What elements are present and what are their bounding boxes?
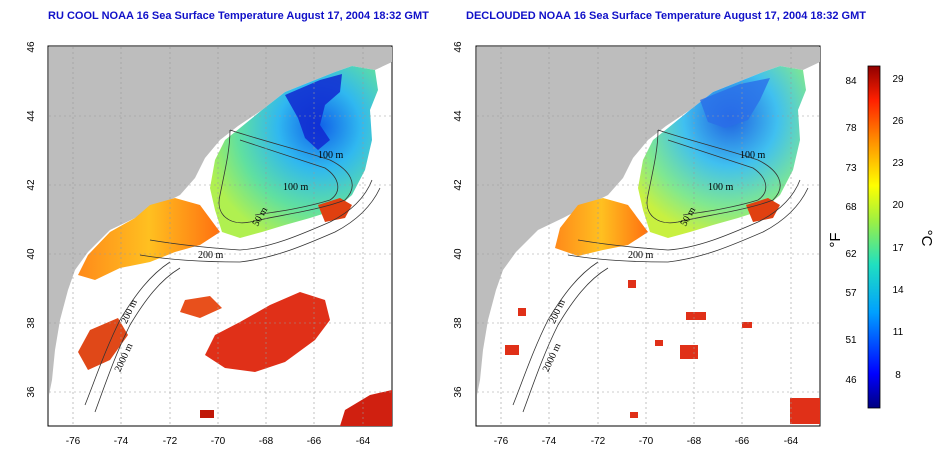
left-x-tick-label: -66 — [307, 436, 322, 447]
right-gridlines — [477, 47, 819, 425]
celsius-tick-label: 11 — [893, 327, 904, 338]
fahrenheit-tick-label: 84 — [845, 76, 857, 87]
fahrenheit-tick-label: 62 — [845, 249, 857, 260]
right-scattered-warm-patches — [505, 280, 820, 424]
right-y-tick-label: 38 — [453, 317, 464, 329]
fahrenheit-tick-label: 78 — [845, 123, 857, 134]
right-map-panel: 100 m 100 m 50 m 200 m 200 m 2000 m -76 … — [453, 41, 821, 447]
right-x-tick-label: -74 — [542, 436, 557, 447]
right-x-tick-label: -70 — [639, 436, 654, 447]
left-map-panel: 100 m 100 m 50 m 200 m 200 m 2000 m -76 … — [26, 41, 393, 447]
celsius-tick-label: 8 — [895, 370, 901, 381]
right-land — [477, 47, 820, 395]
celsius-unit-label: °C — [918, 230, 935, 247]
left-y-tick-label: 38 — [26, 317, 37, 329]
left-small-patch — [200, 410, 214, 418]
right-contour-label-200m-a: 200 m — [628, 250, 654, 261]
right-x-tick-label: -68 — [687, 436, 702, 447]
right-y-tick-label: 46 — [453, 41, 464, 53]
right-shelf-red-edge — [746, 198, 780, 222]
right-map-title: DECLOUDED NOAA 16 Sea Surface Temperatur… — [466, 10, 866, 22]
colorbar-fahrenheit-scale: 84 78 73 68 62 57 51 46 — [845, 76, 857, 386]
right-y-tick-label: 44 — [453, 110, 464, 122]
left-contour-label-100m-b: 100 m — [283, 182, 309, 193]
left-x-axis: -76 -74 -72 -70 -68 -66 -64 — [66, 436, 371, 447]
left-map-title: RU COOL NOAA 16 Sea Surface Temperature … — [48, 10, 429, 22]
temperature-colorbar: 84 78 73 68 62 57 51 46 29 26 23 20 17 1… — [827, 65, 935, 409]
left-shelf-warm-band — [78, 198, 220, 280]
celsius-tick-label: 23 — [892, 158, 904, 169]
left-slope-warm-patch — [205, 292, 330, 372]
right-y-tick-label: 36 — [453, 386, 464, 398]
right-shelf-warm-band — [555, 198, 648, 256]
right-gulf-of-maine-sst — [638, 66, 806, 238]
left-x-tick-label: -74 — [114, 436, 129, 447]
left-land — [49, 47, 392, 395]
left-x-tick-label: -72 — [163, 436, 178, 447]
left-slope-patch-2 — [180, 296, 222, 318]
left-y-tick-label: 44 — [26, 110, 37, 122]
left-x-tick-label: -68 — [259, 436, 274, 447]
left-gulf-of-maine-sst — [210, 66, 378, 238]
colorbar-gradient — [867, 65, 881, 409]
left-y-tick-label: 40 — [26, 248, 37, 260]
right-gulf-cool-core — [700, 78, 770, 128]
fahrenheit-tick-label: 46 — [845, 375, 857, 386]
celsius-tick-label: 17 — [892, 243, 904, 254]
fahrenheit-unit-label: °F — [827, 232, 844, 247]
colorbar-celsius-scale: 29 26 23 20 17 14 11 8 — [892, 74, 904, 381]
left-y-axis: 46 44 42 40 38 36 — [26, 41, 37, 398]
right-contour-label-100m-b: 100 m — [708, 182, 734, 193]
right-bathymetry-contours — [512, 129, 809, 413]
right-y-tick-label: 42 — [453, 179, 464, 191]
fahrenheit-tick-label: 68 — [845, 202, 857, 213]
right-x-tick-label: -64 — [784, 436, 799, 447]
right-x-axis: -76 -74 -72 -70 -68 -66 -64 — [494, 436, 799, 447]
right-x-tick-label: -66 — [735, 436, 750, 447]
fahrenheit-tick-label: 51 — [845, 335, 857, 346]
left-x-tick-label: -64 — [356, 436, 371, 447]
right-x-tick-label: -76 — [494, 436, 509, 447]
right-y-tick-label: 40 — [453, 248, 464, 260]
left-y-tick-label: 36 — [26, 386, 37, 398]
celsius-tick-label: 26 — [892, 116, 904, 127]
right-y-axis: 46 44 42 40 38 36 — [453, 41, 464, 398]
celsius-tick-label: 20 — [892, 200, 904, 211]
left-gridlines — [49, 47, 391, 425]
left-bathymetry-contours — [84, 129, 381, 413]
left-contour-label-200m-a: 200 m — [198, 250, 224, 261]
left-bay-of-fundy-cold — [285, 74, 342, 150]
fahrenheit-tick-label: 73 — [845, 163, 857, 174]
left-y-tick-label: 46 — [26, 41, 37, 53]
left-x-tick-label: -70 — [211, 436, 226, 447]
right-x-tick-label: -72 — [591, 436, 606, 447]
left-y-tick-label: 42 — [26, 179, 37, 191]
left-southeast-warm — [340, 390, 392, 426]
fahrenheit-tick-label: 57 — [845, 288, 857, 299]
left-contour-label-100m-a: 100 m — [318, 150, 344, 161]
left-coastal-warm — [78, 318, 128, 370]
right-contour-label-100m-a: 100 m — [740, 150, 766, 161]
celsius-tick-label: 14 — [892, 285, 904, 296]
left-x-tick-label: -76 — [66, 436, 81, 447]
left-shelf-red-edge — [318, 198, 352, 222]
celsius-tick-label: 29 — [892, 74, 904, 85]
